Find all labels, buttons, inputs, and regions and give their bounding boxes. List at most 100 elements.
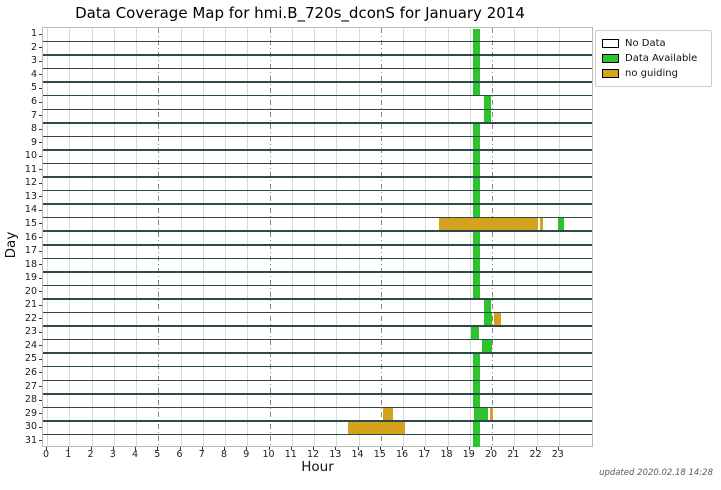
y-tick-label-24: 24 [24,339,37,351]
y-tick-label-11: 11 [24,163,37,175]
y-tick-mark [39,440,42,442]
y-tick-mark [39,345,42,347]
y-tick-label-10: 10 [24,150,37,162]
coverage-segment-day15-no_guiding [438,218,538,231]
y-tick-label-29: 29 [24,407,37,419]
y-tick-label-5: 5 [30,82,37,94]
day-separator [43,54,592,56]
y-tick-label-31: 31 [24,434,37,446]
x-tick-mark [535,447,537,450]
x-tick-label-12: 12 [306,449,320,460]
legend-label-2: no guiding [625,68,678,79]
day-separator [43,298,592,300]
hour-gridline-20 [492,28,493,446]
y-tick-label-15: 15 [24,217,37,229]
coverage-segment-day25-data [473,353,480,366]
day-separator [43,284,592,287]
hour-gridline-6 [180,28,182,446]
y-tick-mark [39,33,42,35]
coverage-segment-day26-data [473,367,480,380]
coverage-segment-day5-data [473,82,480,95]
y-tick-mark [39,386,42,388]
coverage-segment-day20-data [473,286,480,299]
x-tick-mark [201,447,203,450]
day-separator [43,365,592,368]
x-tick-mark [179,447,181,450]
plot-area [42,27,593,448]
coverage-segment-day9-data [473,137,480,150]
day-separator [43,108,592,111]
coverage-segment-day19-data [473,272,480,285]
x-tick-mark [224,447,225,450]
coverage-segment-day11-data [473,164,480,177]
x-tick-label-23: 23 [551,449,564,460]
day-separator [43,352,592,354]
hour-gridline-10 [269,28,271,446]
x-tick-mark [46,447,47,450]
y-tick-label-25: 25 [24,353,37,365]
day-separator [43,203,592,205]
coverage-segment-day22-data [484,313,492,326]
hour-gridline-21 [514,28,516,446]
y-tick-mark [39,155,42,157]
legend-item-0: No Data [602,36,705,51]
y-tick-mark [39,291,42,293]
coverage-segment-day15-data [557,218,565,231]
y-tick-label-8: 8 [30,123,37,135]
y-tick-mark [39,115,42,117]
x-axis-label: Hour [301,459,334,475]
y-tick-mark [39,87,42,89]
x-tick-label-9: 9 [243,449,250,460]
x-tick-label-22: 22 [529,449,542,460]
y-tick-mark [39,237,42,238]
y-tick-mark [39,74,42,76]
x-tick-mark [402,447,403,450]
y-tick-label-28: 28 [24,394,37,406]
day-separator [43,122,592,124]
hour-gridline-5 [158,28,160,446]
x-tick-label-20: 20 [484,449,498,460]
coverage-segment-day7-data [484,110,491,123]
y-tick-mark [39,169,42,171]
coverage-segment-day28-data [473,394,480,407]
hour-gridline-23 [558,28,560,446]
x-tick-mark [290,447,292,450]
day-separator [43,420,592,422]
x-tick-label-21: 21 [507,449,520,460]
day-separator [43,406,592,409]
coverage-segment-day29-no_guiding [382,408,393,421]
y-tick-mark [39,264,42,266]
legend-label-0: No Data [625,38,666,49]
day-separator [43,216,592,219]
coverage-segment-day22-no_guiding [494,313,501,326]
coverage-segment-day30-data [473,421,480,434]
x-tick-label-11: 11 [284,449,297,460]
coverage-segment-day27-data [473,381,480,394]
day-separator [43,393,592,395]
coverage-segment-day31-data [473,435,480,448]
day-separator [43,189,592,192]
day-separator [43,433,592,436]
y-tick-mark [39,250,42,252]
y-tick-mark [39,142,42,144]
legend: No Data Data Available no guiding [595,30,712,87]
y-tick-label-16: 16 [24,231,37,243]
y-tick-label-30: 30 [24,421,37,433]
y-tick-mark [39,372,42,374]
coverage-segment-day21-data [484,299,491,312]
hour-gridline-22 [536,28,538,446]
hour-gridline-9 [247,28,249,446]
x-tick-mark [379,447,381,450]
coverage-segment-day10-data [473,150,480,163]
coverage-segment-day29-no_guiding [489,408,494,421]
x-tick-label-0: 0 [42,449,50,460]
y-tick-label-14: 14 [24,204,37,216]
hour-gridline-16 [403,28,404,446]
y-tick-label-19: 19 [24,272,37,284]
y-tick-mark [39,426,42,428]
y-tick-label-18: 18 [24,258,37,270]
coverage-segment-day18-data [473,259,480,272]
x-tick-mark [335,447,337,450]
coverage-segment-day4-data [473,69,480,82]
